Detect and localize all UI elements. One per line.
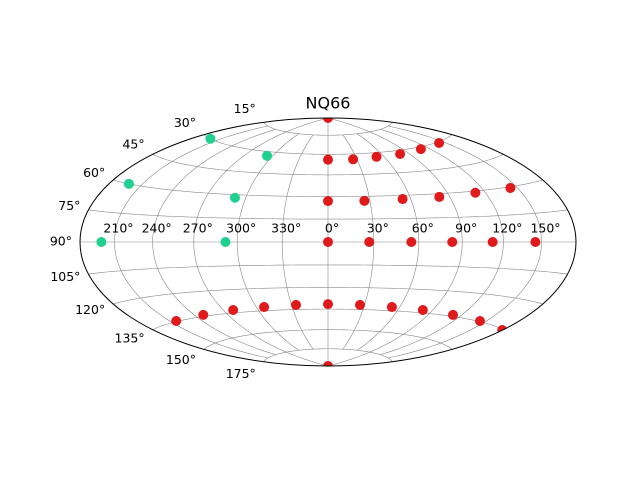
point xyxy=(487,237,498,247)
point xyxy=(434,191,445,202)
y-tick-label: 75° xyxy=(58,198,80,213)
y-tick-label: 30° xyxy=(174,115,196,130)
point xyxy=(505,182,516,193)
y-tick-label: 175° xyxy=(226,366,256,381)
point xyxy=(123,178,134,189)
grid-line xyxy=(88,264,568,275)
x-tick-label: 300° xyxy=(226,221,256,236)
point xyxy=(205,133,216,144)
point xyxy=(359,195,370,206)
point xyxy=(323,299,333,310)
grid-line xyxy=(152,154,504,176)
point xyxy=(386,302,397,313)
y-tick-label: 15° xyxy=(234,101,256,116)
point xyxy=(96,237,107,247)
map-boundary xyxy=(79,117,577,367)
point xyxy=(355,299,366,310)
x-tick-label: 60° xyxy=(412,221,434,236)
y-tick-label: 45° xyxy=(122,137,144,152)
point xyxy=(323,118,333,123)
y-tick-label: 105° xyxy=(50,269,80,284)
point xyxy=(290,299,301,310)
y-tick-label: 150° xyxy=(166,352,196,367)
point xyxy=(397,194,408,205)
grid-line xyxy=(113,287,543,305)
marks xyxy=(96,118,541,366)
chart-title: NQ66 xyxy=(306,94,351,113)
point xyxy=(171,315,182,326)
point xyxy=(415,144,426,155)
y-tick-label: 90° xyxy=(50,234,72,249)
point xyxy=(262,150,273,161)
point xyxy=(348,154,359,165)
point xyxy=(417,304,428,315)
point xyxy=(323,154,333,165)
grid-line xyxy=(263,348,393,362)
y-tick-label: 120° xyxy=(75,302,105,317)
grid-line xyxy=(203,329,453,350)
x-tick-label: 0° xyxy=(325,221,339,236)
y-tick-label: 60° xyxy=(83,165,105,180)
point xyxy=(474,316,485,327)
point xyxy=(228,304,239,315)
point xyxy=(229,192,240,203)
x-tick-label: 240° xyxy=(142,221,172,236)
point xyxy=(530,237,541,247)
point xyxy=(447,237,458,247)
point xyxy=(259,302,270,313)
point xyxy=(323,237,333,247)
grid-line xyxy=(263,122,393,136)
x-tick-label: 330° xyxy=(271,221,301,236)
point xyxy=(364,237,375,247)
x-tick-label: 150° xyxy=(530,221,560,236)
point xyxy=(371,151,382,162)
point xyxy=(323,361,333,366)
x-tick-label: 30° xyxy=(367,221,389,236)
point xyxy=(395,148,406,159)
x-tick-label: 270° xyxy=(183,221,213,236)
point xyxy=(323,196,333,207)
point xyxy=(434,137,445,148)
labels: 210° 240° 270° 300° 330° 0° 30° 60° 90° 120° 150° 1… xyxy=(50,101,561,381)
point xyxy=(220,237,231,247)
x-tick-label: 90° xyxy=(455,221,477,236)
grid-line xyxy=(88,209,568,220)
point xyxy=(448,309,459,320)
x-tick-label: 210° xyxy=(103,221,133,236)
point xyxy=(470,187,481,198)
point xyxy=(198,309,209,320)
y-tick-label: 135° xyxy=(115,330,145,345)
point xyxy=(406,237,417,247)
x-tick-label: 120° xyxy=(492,221,522,236)
